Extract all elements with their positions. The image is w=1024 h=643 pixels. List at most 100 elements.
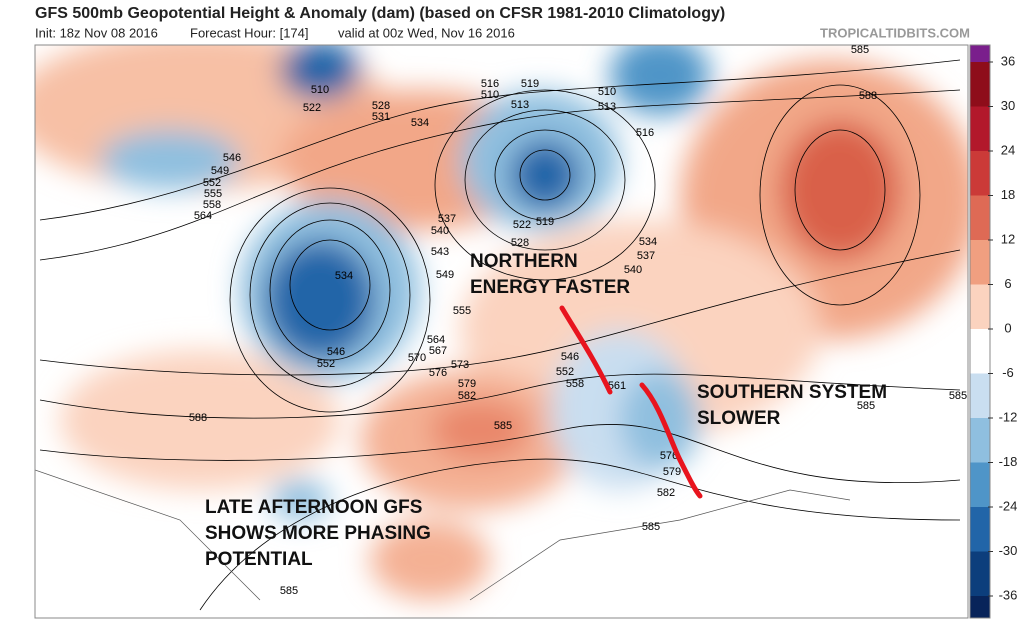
annotation: SLOWER xyxy=(697,408,781,429)
colorbar-band xyxy=(970,507,990,552)
contour-label: 513 xyxy=(598,101,616,113)
contour-label: 534 xyxy=(639,236,657,248)
height-contours xyxy=(39,59,961,611)
colorbar-band xyxy=(970,195,990,240)
colorbar-label: 0 xyxy=(1004,320,1011,335)
contour-label: 534 xyxy=(411,117,429,129)
contour-label: 510 xyxy=(311,84,329,96)
contour-label: 549 xyxy=(436,269,454,281)
colorbar-band xyxy=(970,106,990,151)
colorbar-band xyxy=(970,596,990,618)
colorbar-label: 30 xyxy=(1001,98,1015,113)
contour-label: 588 xyxy=(189,412,207,424)
contour-label: 576 xyxy=(660,450,678,462)
colorbar-band xyxy=(970,373,990,418)
colorbar-label: 6 xyxy=(1004,276,1011,291)
colorbar-band xyxy=(970,45,990,62)
contour-label: 558 xyxy=(203,199,221,211)
contour-label: 540 xyxy=(431,225,449,237)
annotation: POTENTIAL xyxy=(205,549,313,570)
colorbar-label: 18 xyxy=(1001,187,1015,202)
contour-label: 540 xyxy=(624,264,642,276)
colorbar-label: -30 xyxy=(999,543,1018,558)
contour-label: 564 xyxy=(427,334,445,346)
valid-time: valid at 00z Wed, Nov 16 2016 xyxy=(338,25,515,40)
contour-label: 585 xyxy=(857,400,875,412)
forecast-hour: Forecast Hour: [174] xyxy=(190,25,309,40)
contour-label: 546 xyxy=(223,152,241,164)
annotation: SHOWS MORE PHASING xyxy=(205,523,431,544)
title: GFS 500mb Geopotential Height & Anomaly … xyxy=(35,5,725,22)
init: Init: 18z Nov 08 2016 xyxy=(35,25,158,40)
contour-label: 528 xyxy=(372,100,390,112)
contour-label: 555 xyxy=(204,188,222,200)
contour-label: 582 xyxy=(458,390,476,402)
contour-label: 588 xyxy=(859,90,877,102)
contour-label: 552 xyxy=(556,366,574,378)
contour-label: 555 xyxy=(453,305,471,317)
contour-label: 576 xyxy=(429,367,447,379)
colorbar-band xyxy=(970,551,990,596)
annotation: ENERGY FASTER xyxy=(470,277,630,298)
contour-label: 573 xyxy=(451,359,469,371)
contour-label: 585 xyxy=(494,420,512,432)
contour-label: 528 xyxy=(511,237,529,249)
contour-label: 561 xyxy=(608,380,626,392)
colorbar-label: 12 xyxy=(1001,231,1015,246)
anomaly-field xyxy=(35,45,968,600)
colorbar-label: -36 xyxy=(999,587,1018,602)
colorbar-label: -18 xyxy=(999,454,1018,469)
colorbar-label: -24 xyxy=(999,498,1018,513)
annotation: LATE AFTERNOON GFS xyxy=(205,497,422,518)
colorbar-band xyxy=(970,284,990,329)
contour-label: 522 xyxy=(303,102,321,114)
contour-label: 579 xyxy=(458,378,476,390)
contour-label: 519 xyxy=(521,78,539,90)
contour-label: 570 xyxy=(408,352,426,364)
contour-label: 585 xyxy=(642,521,660,533)
colorbar: 36 30 24 18 12 6 0 -6 -12 -18 -24 -30 -36 xyxy=(969,44,1018,619)
annotations: NORTHERN ENERGY FASTER SOUTHERN SYSTEM SLOW… xyxy=(205,251,887,570)
contour-label: 549 xyxy=(211,165,229,177)
colorbar-band xyxy=(970,62,990,107)
contour-label: 546 xyxy=(327,346,345,358)
colorbar-label: 24 xyxy=(1001,142,1015,157)
contour-label: 537 xyxy=(438,213,456,225)
contour-label: 552 xyxy=(317,358,335,370)
annotation-lines xyxy=(559,305,703,499)
colorbar-band xyxy=(970,462,990,507)
contour-label: 519 xyxy=(536,216,554,228)
contour-label: 543 xyxy=(431,246,449,258)
contour-label: 567 xyxy=(429,345,447,357)
map-frame xyxy=(34,44,969,619)
contour-label: 585 xyxy=(851,44,869,56)
contour-label: 510 xyxy=(481,89,499,101)
colorbar-label: -6 xyxy=(1002,365,1014,380)
contour-label: 537 xyxy=(637,250,655,262)
contour-label: 510 xyxy=(598,86,616,98)
contour-label: 513 xyxy=(511,99,529,111)
colorbar-frame xyxy=(969,44,991,619)
contour-label: 552 xyxy=(203,177,221,189)
contour-label: 516 xyxy=(481,78,499,90)
colorbar-band xyxy=(970,418,990,463)
contour-label: 564 xyxy=(194,210,212,222)
contour-label: 516 xyxy=(636,127,654,139)
colorbar-band xyxy=(970,240,990,285)
contour-label: 531 xyxy=(372,111,390,123)
contour-label: 582 xyxy=(657,487,675,499)
contour-label: 522 xyxy=(513,219,531,231)
colorbar-band xyxy=(970,329,990,374)
contour-label: 585 xyxy=(280,585,298,597)
colorbar-label: 36 xyxy=(1001,53,1015,68)
contour-label: 579 xyxy=(663,466,681,478)
contour-label: 585 xyxy=(949,390,967,402)
annotation: NORTHERN xyxy=(470,251,578,272)
contour-label: 546 xyxy=(561,351,579,363)
colorbar-label: -12 xyxy=(999,409,1018,424)
colorbar-band xyxy=(970,151,990,196)
contour-label: 534 xyxy=(335,270,353,282)
